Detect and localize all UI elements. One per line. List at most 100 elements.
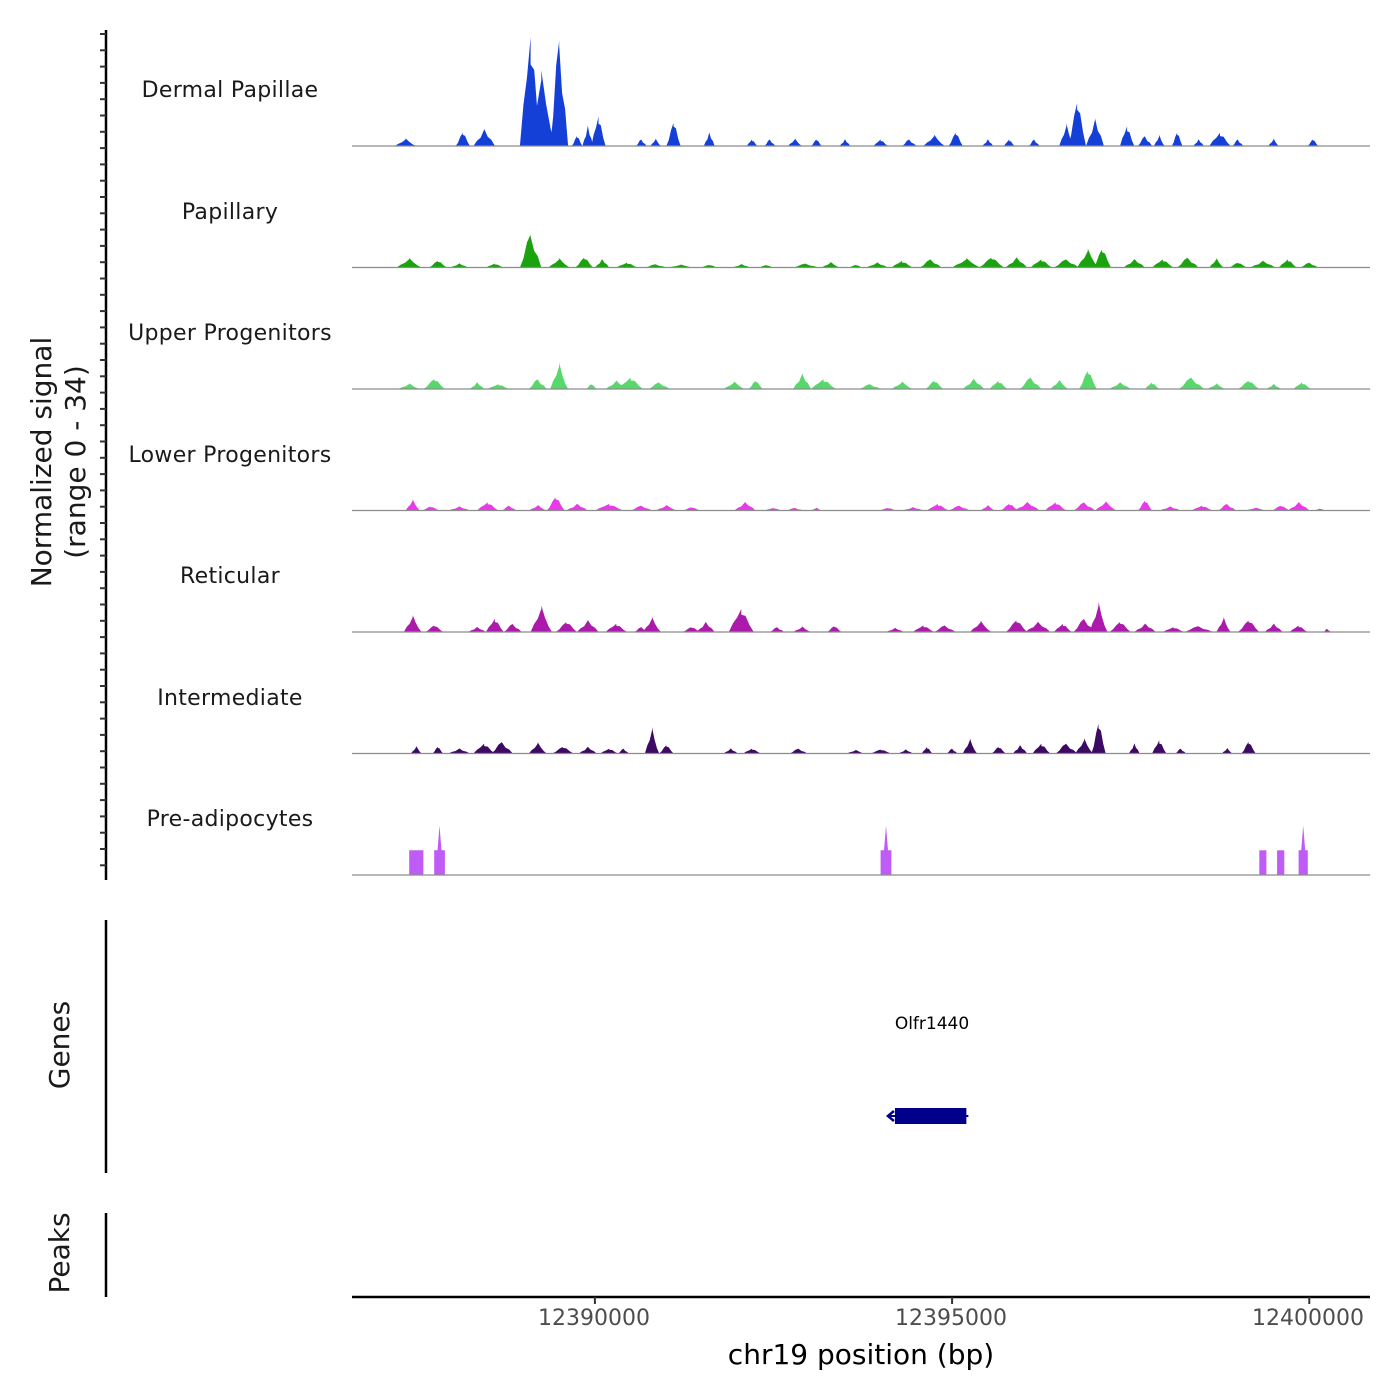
signal-peak <box>469 382 485 389</box>
track-label: Papillary <box>181 199 279 225</box>
signal-peak <box>723 748 738 754</box>
signal-peak <box>946 748 958 754</box>
signal-peak <box>594 503 624 511</box>
signal-peak <box>1109 382 1131 389</box>
signal-peak <box>811 507 822 511</box>
signal-peak <box>582 125 594 146</box>
signal-block <box>880 825 892 875</box>
signal-peak <box>448 506 470 511</box>
signal-peak <box>891 381 913 389</box>
signal-peak <box>1232 139 1244 146</box>
signal-peak <box>902 507 924 511</box>
track-6 <box>352 825 1370 876</box>
signal-peak <box>1237 380 1260 389</box>
signal-peak <box>655 504 677 511</box>
signal-peak <box>1128 743 1140 754</box>
signal-peak <box>743 748 761 754</box>
signal-peak <box>1073 502 1095 511</box>
signal-peak <box>1030 259 1053 268</box>
track-5 <box>352 723 1370 755</box>
signal-block <box>1259 850 1267 875</box>
signal-peak <box>1095 501 1117 511</box>
track-1 <box>352 234 1370 269</box>
signal-peak <box>1077 248 1099 268</box>
signal-peak <box>1053 623 1072 632</box>
signal-peak <box>591 116 606 146</box>
signal-peak <box>989 380 1008 389</box>
signal-peak <box>1120 126 1135 146</box>
signal-peak <box>1093 249 1111 268</box>
signal-peak <box>789 748 808 754</box>
signal-peak <box>394 138 417 146</box>
signal-peak <box>421 506 440 511</box>
signal-peak <box>555 622 577 632</box>
gene-label: Olfr1440 <box>894 1014 970 1034</box>
signal-block <box>434 825 445 875</box>
signal-peak <box>552 746 574 754</box>
signal-peak <box>594 258 610 268</box>
signal-peak <box>398 383 420 389</box>
signal-peak <box>1209 258 1224 268</box>
signal-peak <box>866 262 888 268</box>
signal-peak <box>1175 748 1186 754</box>
signal-peak <box>1323 628 1331 632</box>
signal-peak <box>546 497 565 511</box>
signal-block <box>1277 850 1285 875</box>
genes-panel-label: Genes <box>43 1000 76 1090</box>
signal-peak <box>519 234 542 268</box>
signal-peak <box>1055 743 1078 754</box>
signal-peak <box>468 626 486 632</box>
track-2 <box>352 362 1370 390</box>
signal-peak <box>912 625 935 632</box>
signal-peak <box>643 616 661 632</box>
x-tick-label-3: 12400000 <box>1252 1306 1364 1331</box>
signal-peak <box>405 499 420 511</box>
signal-peak <box>869 749 892 754</box>
signal-peak <box>898 749 913 754</box>
signal-peak <box>450 263 469 268</box>
track-label: Dermal Papillae <box>141 78 319 103</box>
signal-peak <box>1145 382 1160 389</box>
x-axis-label: chr19 position (bp) <box>727 1338 995 1371</box>
signal-peak <box>473 743 495 754</box>
signal-peak <box>1245 507 1267 511</box>
signal-peak <box>886 627 904 632</box>
signal-peak <box>793 626 811 632</box>
signal-peak <box>1278 259 1297 268</box>
signal-peak <box>577 619 599 632</box>
signal-peak <box>578 746 597 754</box>
signal-peak <box>787 138 803 146</box>
signal-peak <box>919 259 942 268</box>
signal-peak <box>432 746 444 754</box>
signal-peak <box>1086 118 1104 146</box>
signal-peak <box>793 263 819 268</box>
signal-peak <box>491 742 513 754</box>
signal-peak <box>1191 505 1213 511</box>
signal-peak <box>636 139 647 146</box>
signal-peak <box>1005 257 1028 268</box>
signal-peak <box>703 132 715 146</box>
signal-peak <box>659 745 674 754</box>
signal-peak <box>873 139 888 146</box>
signal-block <box>409 850 424 875</box>
signal-peak <box>423 379 445 389</box>
gene-exon <box>894 1108 967 1124</box>
signal-peak <box>827 626 842 632</box>
signal-peak <box>1025 621 1051 632</box>
signal-peak <box>530 605 552 632</box>
signal-peak <box>630 505 652 511</box>
signal-peak <box>668 264 694 268</box>
signal-peak <box>1075 738 1094 754</box>
signal-peak <box>487 384 510 389</box>
signal-peak <box>586 384 597 389</box>
signal-peak <box>571 136 583 146</box>
signal-peak <box>1012 744 1028 754</box>
signal-peak <box>477 502 499 511</box>
signal-peak <box>1134 623 1156 632</box>
signal-block <box>1298 825 1308 875</box>
signal-peak <box>982 139 994 146</box>
signal-peak <box>550 362 569 389</box>
signal-peak <box>448 748 470 754</box>
signal-peak <box>969 620 992 632</box>
signal-peak <box>923 134 945 146</box>
